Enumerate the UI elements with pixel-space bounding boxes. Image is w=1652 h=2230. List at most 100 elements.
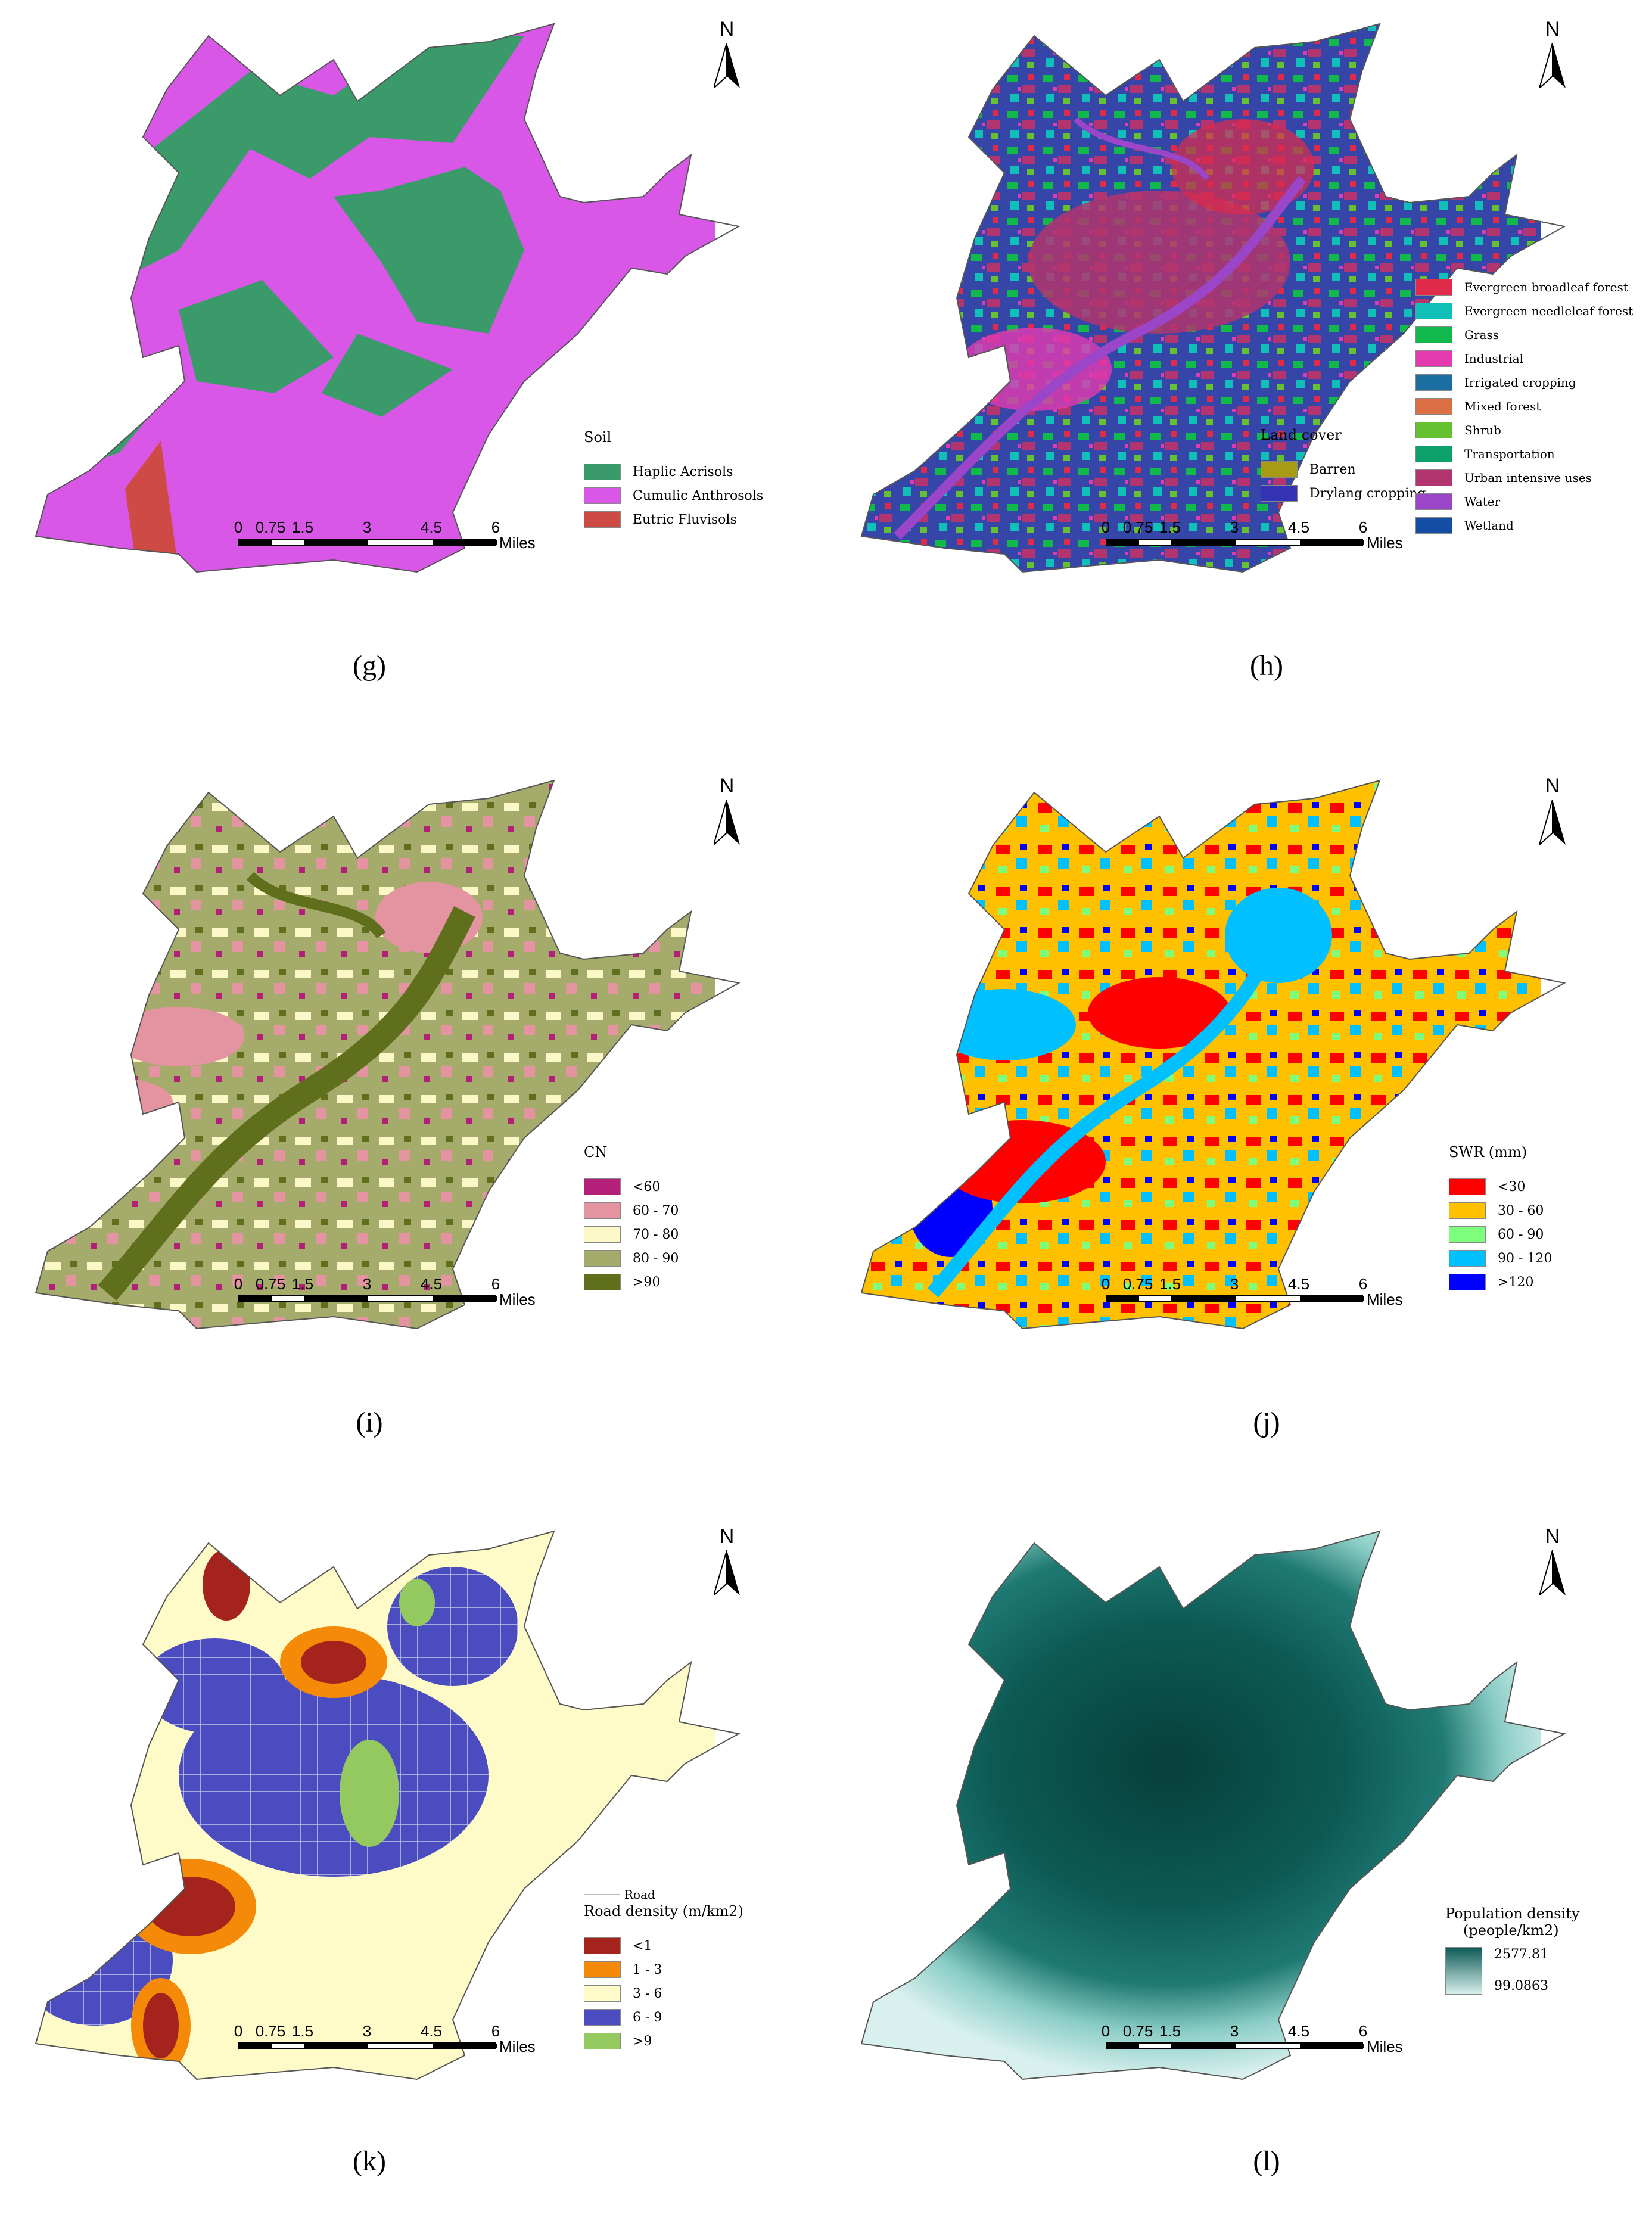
- legend-label: 70 - 80: [633, 1227, 679, 1242]
- scale-bar-segment: [368, 1296, 433, 1301]
- legend-label: Irrigated cropping: [1464, 375, 1576, 390]
- scale-bar-segment: [239, 540, 272, 545]
- legend-swatch: [1415, 303, 1452, 319]
- scale-bar-segment: [368, 540, 433, 545]
- scale-tick-label: 6: [1358, 1275, 1368, 1293]
- panel-j: N 0 0.75 1.5 3 4.5 6 Miles SWR (mm) <30 30 - 60…: [826, 757, 1652, 1489]
- scale-bar: 0 0.75 1.5 3 4.5 6 Miles: [1102, 2022, 1403, 2064]
- scale-tick-label: 0: [1101, 518, 1110, 536]
- scale-tick-label: 6: [491, 1275, 500, 1293]
- legend-swatch: [1261, 461, 1298, 478]
- scale-bar-track: [238, 2042, 497, 2049]
- legend-road-density: Road Road density (m/km2) <1 1 - 3 3 - 6 6 …: [584, 1886, 743, 2053]
- legend-swatch: [1449, 1202, 1486, 1219]
- scale-bar: 0 0.75 1.5 3 4.5 6 Miles: [1102, 518, 1403, 560]
- legend-cn: CN <60 60 - 70 70 - 80 80 - 90 >90: [584, 1144, 679, 1294]
- scale-bar: 0 0.75 1.5 3 4.5 6 Miles: [1102, 1275, 1403, 1317]
- panel-k: N 0 0.75 1.5 3 4.5 6 Miles Road Road density (…: [0, 1507, 826, 2230]
- legend-swatch: [1415, 493, 1452, 510]
- legend-swatch: [584, 1178, 621, 1195]
- legend-item: >9: [584, 2029, 743, 2053]
- legend-swatch: [584, 1250, 621, 1267]
- scale-tick-label: 1.5: [1159, 2022, 1181, 2040]
- legend-swatch: [584, 1274, 621, 1290]
- north-arrow: N: [709, 18, 745, 89]
- scale-tick-label: 3: [1230, 518, 1239, 536]
- legend-label: Drylang cropping: [1309, 486, 1426, 501]
- legend-label: Water: [1464, 494, 1501, 509]
- legend-title: CN: [584, 1144, 608, 1161]
- north-arrow: N: [1535, 775, 1570, 846]
- legend-swatch: [1415, 326, 1452, 343]
- legend-title: SWR (mm): [1449, 1144, 1527, 1161]
- legend-item: Haplic Acrisols: [584, 460, 763, 484]
- panel-l: N 0 0.75 1.5 3 4.5 6 Miles Population density …: [826, 1507, 1652, 2230]
- legend-item: Grass: [1415, 323, 1633, 347]
- scale-bar-segment: [1139, 540, 1171, 545]
- scale-bar-segment: [304, 1296, 368, 1301]
- legend-swatch: [1415, 469, 1452, 486]
- legend-item: 1 - 3: [584, 1958, 743, 1982]
- legend-label: <30: [1498, 1179, 1526, 1195]
- legend-swatch: [584, 1961, 621, 1978]
- scale-tick-label: 4.5: [420, 2022, 443, 2040]
- scale-bar-segment: [1107, 2044, 1139, 2048]
- legend-item: <60: [584, 1175, 679, 1199]
- legend-swatch: [1449, 1226, 1486, 1243]
- legend-label: 60 - 90: [1498, 1227, 1544, 1242]
- legend-swr: SWR (mm) <30 30 - 60 60 - 90 90 - 120 >120: [1449, 1144, 1552, 1294]
- panel-g: N 0 0.75 1.5 3 4.5 6 Miles Soil Haplic Acrisol…: [0, 0, 826, 733]
- scale-tick-label: 6: [491, 518, 500, 536]
- legend-swatch: [584, 1937, 621, 1954]
- legend-label: Grass: [1464, 328, 1499, 342]
- scale-bar-segment: [239, 2044, 272, 2048]
- legend-item: 30 - 60: [1449, 1199, 1552, 1223]
- road-legend-item: Road: [584, 1886, 743, 1903]
- scale-tick-label: 0.75: [255, 518, 286, 536]
- caption-i: (i): [356, 1407, 383, 1438]
- caption-j: (j): [1253, 1407, 1280, 1438]
- legend-label: >90: [633, 1274, 661, 1290]
- legend-label: >9: [633, 2033, 652, 2049]
- scale-tick-label: 0.75: [255, 1275, 286, 1293]
- scale-unit: Miles: [499, 2038, 536, 2055]
- scale-bar-segment: [272, 540, 304, 545]
- soil-map: [35, 23, 739, 573]
- legend-label: 30 - 60: [1498, 1203, 1544, 1218]
- legend-item: >120: [1449, 1270, 1552, 1294]
- scale-bar-segment: [433, 1296, 497, 1301]
- legend-item: <1: [584, 1934, 743, 1958]
- legend-swatch: [1415, 350, 1452, 367]
- scale-bar-segment: [272, 2044, 304, 2048]
- legend-item: 70 - 80: [584, 1223, 679, 1246]
- scale-unit: Miles: [499, 1290, 536, 1308]
- scale-tick-label: 0: [1101, 2022, 1110, 2040]
- legend-title-line-2: (people/km2): [1463, 1922, 1559, 1939]
- scale-tick-label: 1.5: [291, 518, 314, 536]
- scale-tick-label: 6: [1358, 518, 1368, 536]
- legend-swatch: [584, 1226, 621, 1243]
- legend-swatch: [584, 511, 621, 528]
- north-arrow: N: [709, 775, 745, 846]
- scale-bar-segment: [368, 2044, 433, 2048]
- scale-unit: Miles: [1367, 1290, 1403, 1308]
- legend-max: 2577.81: [1494, 1947, 1548, 1962]
- scale-bar-segment: [433, 2044, 497, 2048]
- scale-tick-label: 6: [1358, 2022, 1368, 2040]
- panel-h: N 0 0.75 1.5 3 4.5 6 Miles Land cover Barren Dr…: [826, 0, 1652, 733]
- legend-title-line-1: Population density: [1445, 1905, 1580, 1922]
- legend-item: Evergreen needleleaf forest: [1415, 299, 1633, 323]
- legend-item: Eutric Fluvisols: [584, 508, 763, 531]
- scale-bar-segment: [1171, 1296, 1236, 1301]
- scale-bar-segment: [433, 540, 497, 545]
- legend-label: 80 - 90: [633, 1251, 679, 1266]
- scale-bar: 0 0.75 1.5 3 4.5 6 Miles: [234, 2022, 536, 2064]
- legend-item: Shrub: [1415, 418, 1633, 442]
- legend-label: Shrub: [1464, 423, 1501, 437]
- swr-map: [861, 780, 1565, 1329]
- legend-item: Mixed forest: [1415, 394, 1633, 418]
- legend-label: Industrial: [1464, 352, 1524, 366]
- legend-swatch: [1415, 446, 1452, 462]
- scale-tick-label: 0: [234, 518, 243, 536]
- scale-bar-segment: [1300, 540, 1364, 545]
